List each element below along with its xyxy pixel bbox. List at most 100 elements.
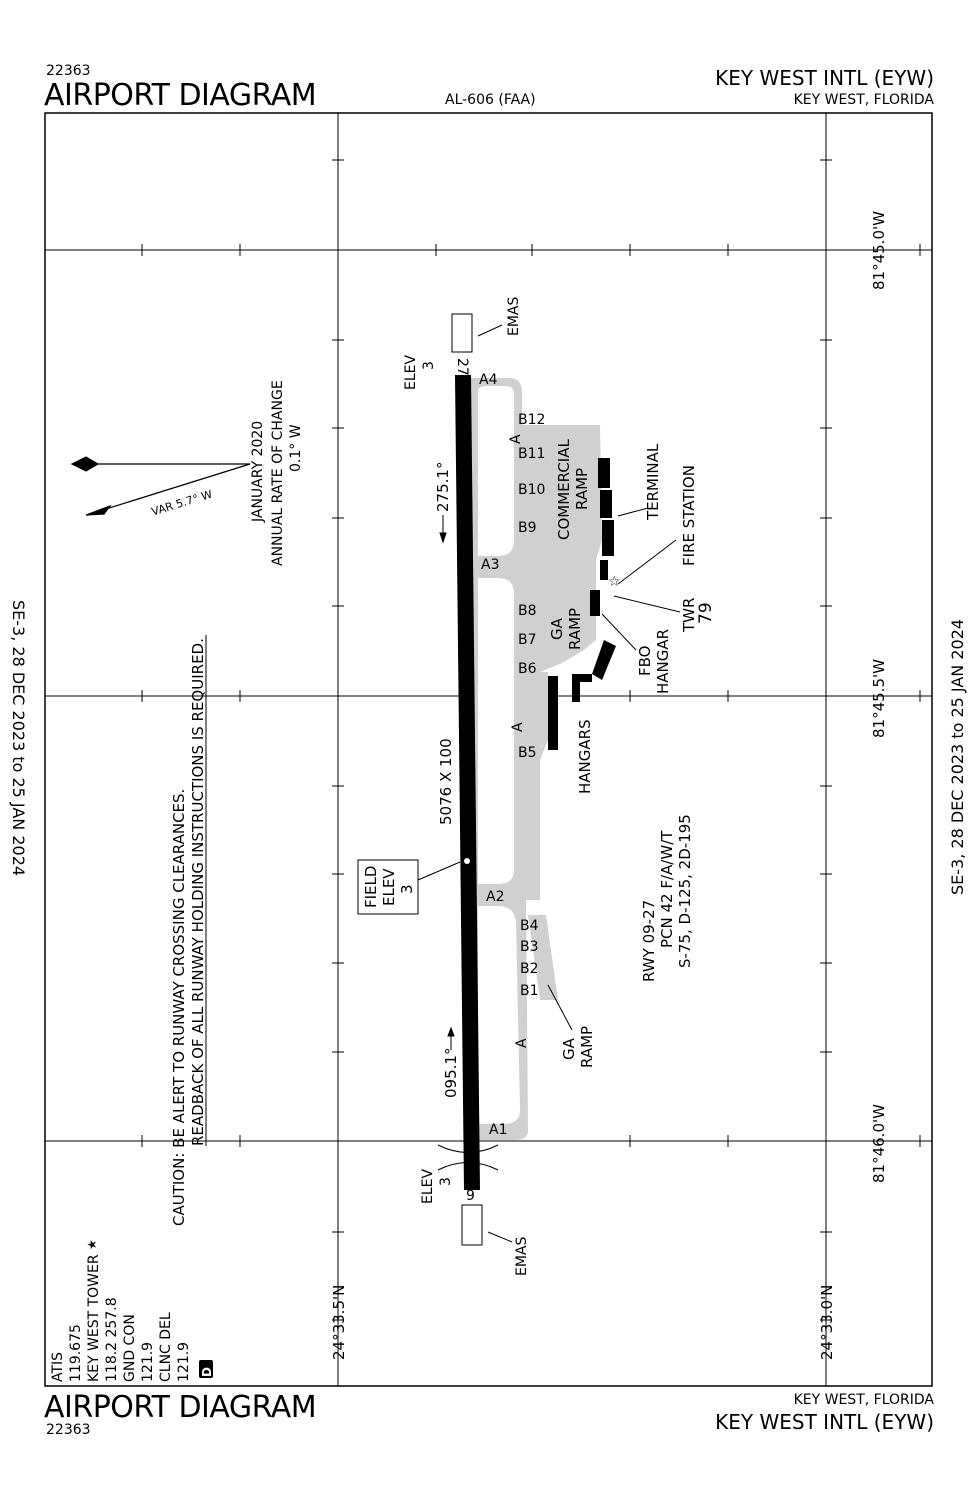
hangar-label: HANGAR (654, 628, 672, 694)
field-elev-box (357, 859, 419, 915)
leader-lines (417, 507, 681, 1031)
magnetic-variation-arrow (70, 456, 251, 516)
freq-gnd-value: 121.9 (140, 1341, 156, 1382)
lon-label-bot: 81°46.0'W (870, 1104, 888, 1183)
elev-value-north: 3 (421, 361, 437, 370)
runway-dimensions: 5076 X 100 (437, 738, 455, 825)
taxiway-b7: B7 (518, 632, 537, 648)
chart-id: AL-606 (FAA) (445, 92, 536, 108)
elev-label-south: ELEV (420, 1168, 436, 1204)
runway-info-line-2: PCN 42 F/A/W/T (658, 830, 676, 948)
footer-airport-name: KEY WEST INTL (EYW) (715, 1410, 934, 1434)
emas-north-arrow (477, 324, 503, 337)
taxiway-b5: B5 (518, 745, 537, 761)
field-elev-line-1: FIELD (362, 865, 380, 908)
heading-27: 275.1° (434, 461, 452, 512)
mag-rate-label: ANNUAL RATE OF CHANGE (270, 380, 286, 566)
mag-date: JANUARY 2020 (250, 420, 266, 522)
taxiway-a2: A2 (486, 889, 505, 905)
ga-ramp-label-2: RAMP (566, 607, 584, 650)
infield (478, 386, 520, 1124)
footer-city-state: KEY WEST, FLORIDA (793, 1392, 934, 1408)
fbo-label: FBO (636, 645, 654, 676)
d-badge: D (200, 1367, 214, 1377)
taxiway-b2: B2 (520, 961, 539, 977)
lon-label-mid: 81°45.5'W (870, 659, 888, 738)
taxiway-b11: B11 (518, 446, 546, 462)
ga-ramp-south-label-1: GA (560, 1038, 578, 1060)
field-elev-point (464, 858, 470, 864)
freq-tower-label: KEY WEST TOWER (86, 1254, 102, 1382)
emas-north (451, 313, 473, 353)
fbo-building (590, 590, 600, 616)
field-elev-line-3: 3 (398, 884, 416, 894)
lat-lon-grid (45, 113, 932, 1386)
ga-ramp-label-1: GA (548, 618, 566, 640)
taxiway-b3: B3 (520, 939, 539, 955)
taxiway-a-label-2: A (510, 722, 526, 732)
approach-light-symbol (437, 1144, 499, 1171)
lat-label-right: 24°33.0'N (818, 1284, 836, 1360)
freq-atis: ATIS (50, 1351, 66, 1382)
tower-star: ★ (85, 1239, 99, 1250)
taxiway-a1: A1 (489, 1122, 508, 1138)
grid-ticks (141, 159, 921, 1321)
taxiway-b4: B4 (520, 918, 539, 934)
taxiway-b1: B1 (520, 983, 539, 999)
hangars-label: HANGARS (576, 719, 594, 794)
freq-tower-value: 118.2 257.8 (104, 1297, 120, 1382)
caution-line-2: READBACK OF ALL RUNWAY HOLDING INSTRUCTI… (189, 638, 207, 1146)
emas-label-south: EMAS (514, 1236, 530, 1276)
taxiway-b12: B12 (518, 412, 546, 428)
taxiway-a4: A4 (479, 372, 498, 388)
buildings (548, 458, 616, 750)
elev-value-south: 3 (438, 1177, 454, 1186)
diagram-frame (44, 112, 933, 1387)
terminal-label: TERMINAL (644, 443, 662, 520)
emas-south-arrow (487, 1231, 513, 1243)
taxiway-a3: A3 (481, 557, 500, 573)
procedure-number: 22363 (46, 63, 91, 79)
south-ga-ramp (528, 915, 558, 1000)
twr-height: 79 (696, 602, 716, 624)
freq-atis-value: 119.675 (68, 1324, 84, 1382)
footer-title: AIRPORT DIAGRAM (44, 1390, 317, 1425)
city-state: KEY WEST, FLORIDA (793, 92, 934, 108)
mag-rate: 0.1° W (288, 424, 304, 472)
footer-procedure-number: 22363 (46, 1422, 91, 1438)
runway-end-27: 27 (454, 358, 470, 376)
freq-gnd-label: GND CON (122, 1314, 138, 1382)
d-badge-bg (199, 1360, 213, 1378)
hangar-apron (520, 672, 548, 900)
ga-ramp-south-label-2: RAMP (578, 1025, 596, 1068)
elev-label-north: ELEV (403, 354, 419, 390)
hangars-row (548, 676, 558, 750)
taxiway-a-label-1: A (508, 434, 524, 444)
taxiway-a-label-3: A (514, 1038, 530, 1048)
taxiway-b9: B9 (518, 520, 537, 536)
freq-clnc-value: 121.9 (176, 1341, 192, 1382)
runway-09-27 (455, 375, 480, 1190)
lat-label-left: 24°33.5'N (330, 1284, 348, 1360)
taxiway-b6: B6 (518, 661, 537, 677)
heading-arrows (439, 515, 455, 1050)
fire-station-label: FIRE STATION (680, 465, 698, 566)
commercial-ramp-label-1: COMMERCIAL (555, 439, 573, 540)
emas-south (461, 1204, 483, 1246)
page-title: AIRPORT DIAGRAM (44, 78, 317, 113)
taxiway-b8: B8 (518, 603, 537, 619)
runway-info-line-3: S-75, D-125, 2D-195 (676, 814, 694, 968)
heading-9: 095.1° (442, 1047, 460, 1098)
runway-end-9: 9 (466, 1188, 475, 1204)
terminal-building (598, 458, 610, 488)
caution-line-1: CAUTION: BE ALERT TO RUNWAY CROSSING CLE… (170, 788, 188, 1226)
commercial-ramp-label-2: RAMP (573, 467, 591, 510)
freq-clnc-label: CLNC DEL (158, 1312, 174, 1382)
tower-symbol: ☆ (608, 574, 621, 590)
airport-name: KEY WEST INTL (EYW) (715, 66, 934, 90)
commercial-ramp (522, 425, 602, 672)
emas-label-north: EMAS (506, 296, 522, 336)
field-elev-line-2: ELEV (380, 868, 398, 906)
hangar-building (592, 640, 616, 680)
